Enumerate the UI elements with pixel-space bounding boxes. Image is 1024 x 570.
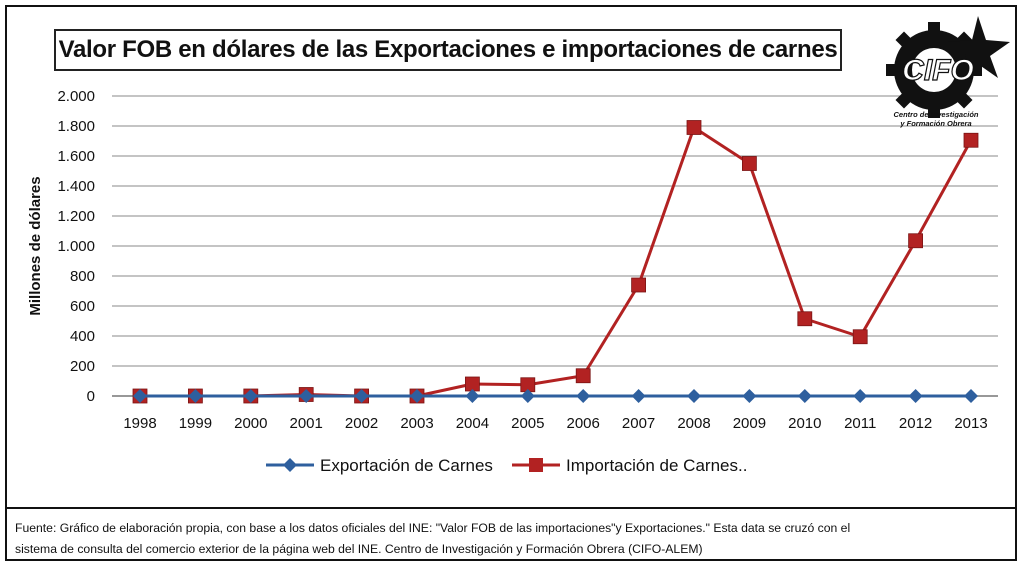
chart-title: Valor FOB en dólares de las Exportacione… — [58, 36, 838, 63]
y-tick-label: 1.200 — [57, 208, 95, 225]
x-tick-label: 2007 — [622, 415, 655, 432]
gear-icon — [886, 22, 982, 118]
y-tick-label: 800 — [70, 268, 95, 285]
exportacion-point — [742, 389, 757, 403]
legend-label: Exportación de Carnes — [320, 456, 493, 475]
x-tick-label: 2010 — [788, 415, 821, 432]
importacion-point — [963, 132, 979, 148]
exportacion-point — [243, 389, 258, 403]
logo-caption-line1: Centro de Investigación — [893, 110, 979, 119]
y-tick-label: 200 — [70, 358, 95, 375]
exportacion-point — [853, 389, 868, 403]
x-tick-label: 2003 — [400, 415, 433, 432]
exportacion-point — [133, 389, 147, 403]
series-line-importacion — [140, 126, 973, 398]
logo-caption: Centro de Investigación y Formación Obre… — [880, 110, 992, 128]
legend-label: Importación de Carnes.. — [566, 456, 747, 475]
exportacion-point — [797, 389, 812, 403]
x-tick-label: 2009 — [733, 415, 766, 432]
x-tick-label: 2002 — [345, 415, 378, 432]
footnote-line-2: sistema de consulta del comercio exterio… — [15, 542, 703, 556]
exportacion-point — [908, 389, 923, 403]
importacion-point — [742, 156, 757, 171]
importacion-point — [464, 376, 480, 392]
logo-text: CIFO — [902, 54, 974, 87]
importacion-point — [908, 233, 923, 249]
importacion-point — [797, 311, 813, 327]
exportacion-point — [576, 389, 591, 403]
y-tick-label: 400 — [70, 328, 95, 345]
y-tick-label: 1.800 — [57, 118, 95, 135]
y-tick-label: 0 — [87, 388, 95, 405]
x-tick-label: 2000 — [234, 415, 267, 432]
exportacion-point — [299, 389, 314, 403]
legend-square-marker — [529, 458, 543, 472]
exportacion-point — [465, 389, 480, 403]
x-axis-ticks: 1998 1999 2000 2001 2002 2003 2004 2005 2006 2007… — [123, 415, 987, 432]
x-tick-label: 2013 — [954, 415, 987, 432]
legend-diamond-marker — [283, 458, 297, 472]
y-tick-label: 1.600 — [57, 148, 95, 165]
x-tick-label: 2011 — [844, 415, 876, 432]
source-footnote: Fuente: Gráfico de elaboración propia, c… — [7, 507, 1015, 559]
y-tick-label: 1.400 — [57, 178, 95, 195]
logo-caption-line2: y Formación Obrera — [900, 119, 972, 128]
exportacion-point — [631, 389, 646, 403]
x-tick-label: 1998 — [123, 415, 156, 432]
chart-frame — [5, 5, 1017, 561]
exportacion-point — [687, 389, 701, 403]
importacion-point — [852, 329, 868, 345]
y-tick-label: 2.000 — [57, 88, 95, 105]
legend: Exportación de Carnes Importación de Carn… — [266, 456, 747, 475]
importacion-point — [631, 277, 646, 293]
exportacion-point — [188, 389, 203, 403]
y-tick-label: 1.000 — [57, 238, 95, 255]
x-tick-label: 2005 — [511, 415, 544, 432]
footnote-line-1: Fuente: Gráfico de elaboración propia, c… — [15, 521, 851, 535]
chart-title-box: Valor FOB en dólares de las Exportacione… — [54, 29, 842, 71]
x-tick-label: 2001 — [290, 415, 323, 432]
series — [132, 120, 979, 404]
exportacion-point — [354, 389, 369, 403]
x-tick-label: 2012 — [899, 415, 932, 432]
star-icon — [948, 16, 1010, 78]
importacion-point — [686, 120, 702, 135]
exportacion-point — [520, 389, 535, 403]
x-tick-label: 2004 — [456, 415, 489, 432]
x-tick-label: 2008 — [677, 415, 710, 432]
gridlines — [112, 95, 998, 397]
x-tick-label: 1999 — [179, 415, 212, 432]
exportacion-point — [410, 389, 424, 403]
y-axis-label: Millones de dólares — [27, 176, 44, 315]
importacion-point — [575, 368, 591, 384]
cifo-logo: CIFO — [886, 16, 1010, 118]
y-axis-ticks: 0 200 400 600 800 1.000 1.200 1.400 1.600 1.800 2.… — [57, 88, 95, 405]
exportacion-point — [964, 389, 978, 403]
y-tick-label: 600 — [70, 298, 95, 315]
x-tick-label: 2006 — [567, 415, 600, 432]
